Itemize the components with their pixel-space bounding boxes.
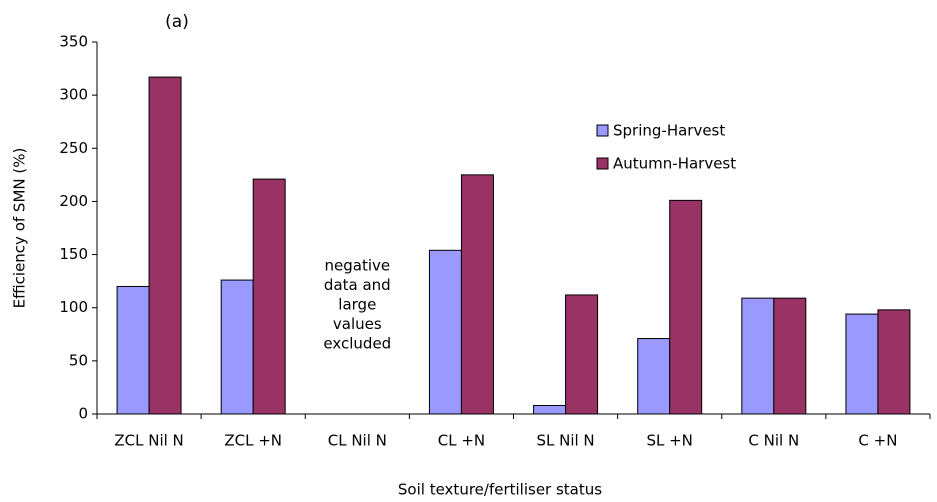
y-tick-label: 250 (59, 139, 88, 157)
annotation: values (333, 315, 382, 333)
bar (460, 174, 494, 415)
x-tick-label: SL +N (646, 432, 692, 450)
x-axis-label: Soil texture/fertiliser status (398, 481, 602, 499)
bar (669, 199, 703, 415)
bar (428, 249, 462, 415)
bar (148, 76, 182, 415)
bar (773, 297, 807, 415)
annotation: data and (324, 276, 391, 294)
bar (220, 279, 254, 415)
y-tick-label: 300 (59, 86, 88, 104)
x-tick-label: CL Nil N (328, 432, 387, 450)
x-tick-label: SL Nil N (536, 432, 594, 450)
annotation: negative (325, 257, 391, 275)
x-tick-label: C +N (858, 432, 897, 450)
annotation: excluded (323, 335, 391, 353)
x-tick-label: ZCL Nil N (114, 432, 183, 450)
legend-swatch (596, 124, 609, 137)
x-tick-label: ZCL +N (224, 432, 282, 450)
y-tick-label: 100 (59, 298, 88, 316)
y-tick-label: 150 (59, 245, 88, 263)
annotation: large (338, 296, 376, 314)
bar (533, 404, 567, 415)
y-axis-label: Efficiency of SMN (%) (11, 148, 29, 309)
bar (565, 294, 599, 415)
bar (741, 297, 775, 415)
legend-label: Spring-Harvest (613, 122, 725, 140)
legend-swatch (596, 157, 609, 170)
y-tick-label: 200 (59, 192, 88, 210)
bar (637, 338, 671, 415)
x-tick-label: C Nil N (748, 432, 799, 450)
y-tick-label: 0 (78, 405, 88, 423)
bar (845, 313, 879, 415)
panel-label: (a) (165, 12, 189, 32)
y-tick-label: 50 (69, 351, 88, 369)
bar (116, 285, 150, 415)
bar (877, 309, 911, 415)
legend-label: Autumn-Harvest (613, 155, 736, 173)
bar (252, 178, 286, 415)
x-tick-label: CL +N (438, 432, 485, 450)
y-tick-label: 350 (59, 33, 88, 51)
